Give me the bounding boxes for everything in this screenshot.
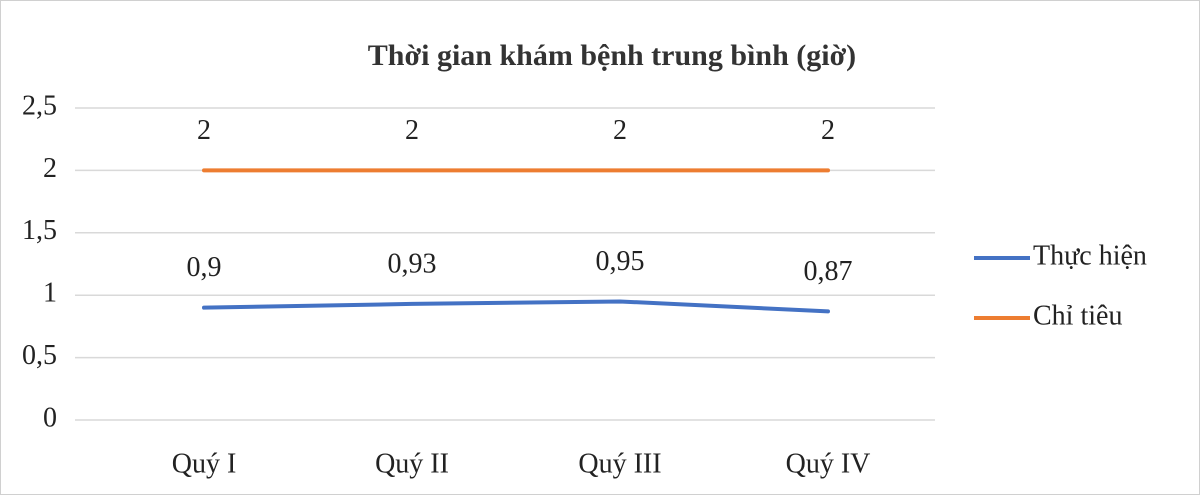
- x-tick-label: Quý IV: [786, 448, 871, 479]
- y-tick-label: 0: [43, 402, 57, 433]
- x-tick-label: Quý III: [578, 448, 661, 479]
- legend-label: Chỉ tiêu: [1033, 300, 1122, 331]
- data-label: 2: [613, 115, 627, 146]
- y-tick-label: 1: [43, 278, 57, 309]
- y-tick-label: 2: [43, 153, 57, 184]
- x-tick-label: Quý II: [375, 448, 449, 479]
- data-label: 0,95: [596, 246, 645, 277]
- data-label: 2: [821, 115, 835, 146]
- data-label: 0,93: [388, 248, 437, 279]
- data-label: 2: [197, 115, 211, 146]
- legend-label: Thực hiện: [1033, 240, 1147, 271]
- y-tick-label: 2,5: [22, 90, 57, 121]
- chart-title: Thời gian khám bệnh trung bình (giờ): [368, 39, 856, 72]
- data-label: 0,9: [187, 252, 222, 283]
- data-label: 2: [405, 115, 419, 146]
- y-tick-label: 1,5: [22, 215, 57, 246]
- y-tick-label: 0,5: [22, 340, 57, 371]
- line-series: [202, 299, 830, 314]
- x-tick-label: Quý I: [172, 448, 237, 479]
- data-label: 0,87: [804, 256, 853, 287]
